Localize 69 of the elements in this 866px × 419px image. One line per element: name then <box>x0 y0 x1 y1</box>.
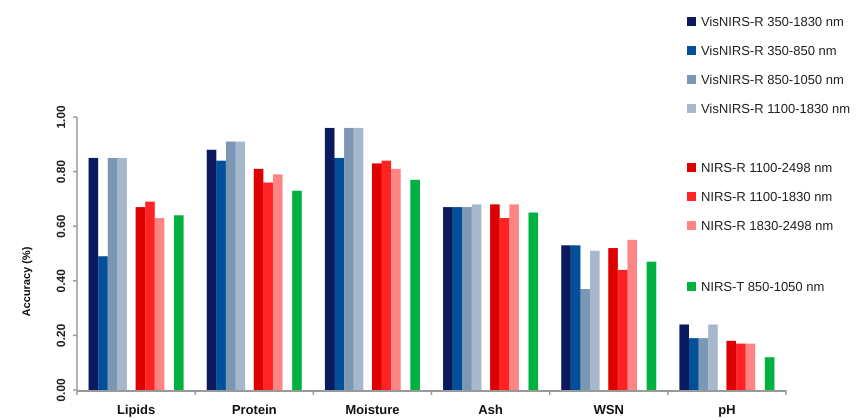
bar <box>472 204 482 390</box>
bar <box>174 215 184 390</box>
x-tick-label: Ash <box>478 402 503 417</box>
bar <box>570 245 580 390</box>
bar <box>117 158 127 390</box>
legend-label: VisNIRS-R 350-850 nm <box>701 43 837 58</box>
legend-label: NIRS-R 1830-2498 nm <box>701 218 834 233</box>
bar <box>528 212 538 390</box>
legend-label: VisNIRS-R 1100-1830 nm <box>701 101 850 116</box>
bar <box>627 240 638 390</box>
bar <box>561 245 571 390</box>
bar <box>254 168 264 390</box>
legend-label: VisNIRS-R 350-1830 nm <box>701 14 844 29</box>
bar <box>236 142 246 390</box>
bar <box>500 218 510 390</box>
y-tick-label: 0.40 <box>54 268 68 292</box>
bar <box>509 204 519 390</box>
bar <box>145 202 155 390</box>
bar <box>391 168 401 390</box>
bar <box>206 150 216 390</box>
bar <box>590 250 600 390</box>
x-tick-label: Protein <box>232 402 277 417</box>
bar <box>272 174 283 390</box>
bar <box>679 324 689 390</box>
bar <box>580 288 590 390</box>
bar <box>726 340 736 390</box>
bar <box>452 207 462 390</box>
bar <box>344 128 354 390</box>
y-tick-label: 0.20 <box>54 323 68 348</box>
y-tick-label: 1.00 <box>54 105 68 129</box>
bar <box>382 160 392 390</box>
bar <box>618 270 628 390</box>
bar <box>136 207 146 390</box>
bar <box>226 142 236 390</box>
bar <box>154 218 164 390</box>
bar <box>108 158 118 390</box>
bar <box>490 204 500 390</box>
bar <box>372 163 382 390</box>
x-tick-label: WSN <box>594 402 624 417</box>
bar <box>354 128 364 390</box>
bar <box>88 158 98 390</box>
legend-label: VisNIRS-R 850-1050 nm <box>701 72 844 87</box>
bar <box>646 262 656 390</box>
bar <box>462 207 472 390</box>
bar <box>216 160 226 390</box>
bar <box>746 344 756 390</box>
x-tick-label: pH <box>718 402 736 417</box>
bar <box>688 338 699 390</box>
y-tick-label: 0.00 <box>54 378 68 402</box>
legend-label: NIRS-R 1100-1830 nm <box>701 189 832 204</box>
bar <box>292 190 302 390</box>
x-tick-label: Moisture <box>345 402 400 417</box>
y-tick-label: 0.80 <box>54 160 68 184</box>
bar <box>98 256 108 390</box>
bar <box>324 128 334 390</box>
bar <box>708 324 718 390</box>
legend-label: NIRS-T 850-1050 nm <box>701 279 824 294</box>
bar <box>608 248 618 390</box>
bar <box>263 182 273 390</box>
bar <box>334 158 344 390</box>
x-tick-label: Lipids <box>116 402 156 417</box>
bar <box>736 344 746 390</box>
bar <box>698 338 708 390</box>
y-tick-label: 0.60 <box>54 214 68 238</box>
legend-label: NIRS-R 1100-2498 nm <box>701 160 832 175</box>
bar <box>410 180 420 390</box>
bar <box>443 207 453 390</box>
y-axis-title: Accuracy (%) <box>21 246 33 316</box>
bar <box>764 357 774 390</box>
